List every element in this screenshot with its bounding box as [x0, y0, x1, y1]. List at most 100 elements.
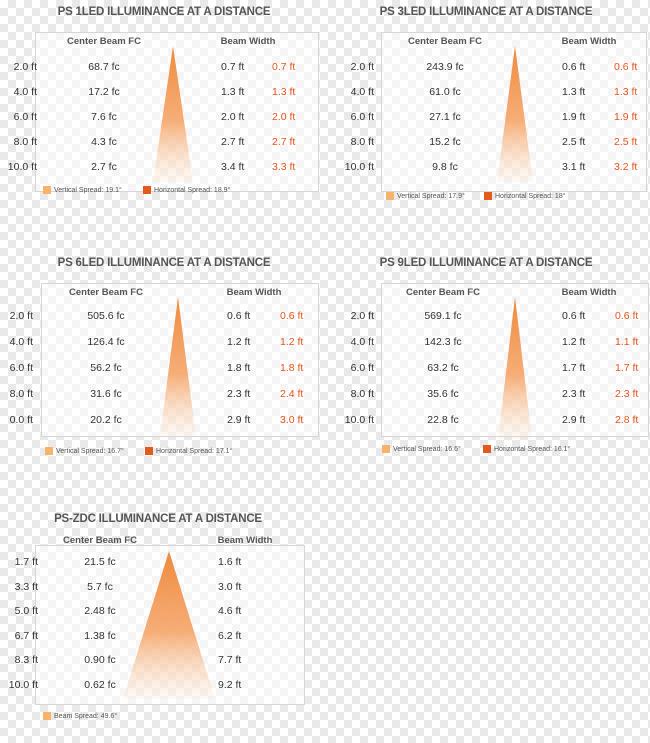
distance-label: 2.0 ft	[9, 310, 33, 322]
legend-swatch-vertical	[43, 712, 51, 720]
legend-swatch-horizontal	[484, 192, 492, 200]
distance-label: 6.0 ft	[350, 362, 374, 374]
beam-width-vertical-value: 1.8 ft	[227, 362, 251, 374]
beam-width-vertical-value: 3.4 ft	[221, 161, 245, 173]
beam-width-vertical-value: 0.7 ft	[221, 61, 245, 73]
chart-title: PS 3LED ILLUMINANCE AT A DISTANCE	[379, 6, 593, 18]
chart-panel-4: PS 9LED ILLUMINANCE AT A DISTANCE Center …	[325, 257, 649, 487]
distance-label: 8.0 ft	[9, 388, 33, 400]
distance-label: 6.0 ft	[9, 362, 33, 374]
distance-label: 8.3 ft	[14, 654, 38, 666]
legend-label-horizontal: Horizontal Spread: 17.1°	[156, 447, 233, 455]
beam-width-horizontal-value: 1.1 ft	[615, 336, 639, 348]
legend-horizontal: Horizontal Spread: 17.1°	[145, 447, 232, 455]
header-center-beam-fc: Center Beam FC	[406, 287, 480, 298]
center-beam-fc-value: 142.3 fc	[424, 336, 462, 348]
beam-cone	[497, 46, 533, 182]
beam-width-horizontal-value: 0.7 ft	[272, 61, 296, 73]
beam-cone-shape	[498, 297, 532, 439]
beam-width-vertical-value: 1.3 ft	[221, 86, 245, 98]
center-beam-fc-value: 9.8 fc	[432, 161, 458, 173]
beam-width-vertical-value: 2.9 ft	[227, 414, 251, 426]
beam-width-vertical-value: 7.7 ft	[218, 654, 242, 666]
center-beam-fc-value: 15.2 fc	[429, 136, 461, 148]
header-beam-width: Beam Width	[226, 287, 282, 298]
beam-cone	[153, 46, 193, 182]
distance-label: 4.0 ft	[9, 336, 33, 348]
chart-title: PS 1LED ILLUMINANCE AT A DISTANCE	[57, 6, 271, 18]
beam-width-vertical-value: 2.7 ft	[221, 136, 245, 148]
center-beam-fc-value: 2.7 fc	[91, 161, 117, 173]
beam-width-vertical-value: 0.6 ft	[562, 310, 586, 322]
beam-cone	[123, 551, 215, 699]
beam-width-vertical-value: 2.0 ft	[221, 111, 245, 123]
header-beam-width: Beam Width	[217, 535, 273, 546]
beam-width-vertical-value: 2.3 ft	[562, 388, 586, 400]
beam-cone-shape	[153, 46, 193, 182]
legend-vertical: Vertical Spread: 16.7°	[45, 447, 124, 455]
distance-label: 6.0 ft	[350, 111, 374, 123]
legend-label-vertical: Vertical Spread: 16.6°	[393, 445, 461, 453]
legend-swatch-horizontal	[145, 447, 153, 455]
beam-width-horizontal-value: 2.0 ft	[272, 111, 296, 123]
beam-width-horizontal-value: 1.2 ft	[280, 336, 304, 348]
center-beam-fc-value: 505.6 fc	[87, 310, 125, 322]
legend-label-vertical: Vertical Spread: 17.9°	[397, 192, 465, 200]
distance-label: 8.0 ft	[350, 388, 374, 400]
beam-width-vertical-value: 0.6 ft	[227, 310, 251, 322]
center-beam-fc-value: 21.5 fc	[84, 556, 116, 568]
center-beam-fc-value: 0.62 fc	[84, 678, 116, 691]
beam-width-vertical-value: 4.6 ft	[218, 605, 242, 617]
chart-title: PS 9LED ILLUMINANCE AT A DISTANCE	[379, 257, 593, 269]
beam-width-horizontal-value: 1.8 ft	[280, 362, 304, 374]
beam-width-vertical-value: 0.6 ft	[562, 61, 586, 73]
beam-cone	[498, 297, 532, 439]
beam-cone	[160, 297, 196, 437]
center-beam-fc-value: 31.6 fc	[90, 388, 122, 400]
beam-width-vertical-value: 2.3 ft	[227, 388, 251, 400]
beam-width-vertical-value: 1.2 ft	[562, 336, 586, 348]
beam-width-vertical-value: 2.9 ft	[562, 414, 586, 426]
beam-cone-shape	[160, 297, 196, 437]
beam-width-vertical-value: 1.7 ft	[562, 362, 586, 374]
center-beam-fc-value: 20.2 fc	[90, 414, 122, 426]
legend-swatch-horizontal	[483, 445, 491, 453]
beam-width-horizontal-value: 1.9 ft	[614, 111, 638, 123]
legend-swatch-vertical	[386, 192, 394, 200]
distance-label: 2.0 ft	[350, 310, 374, 322]
beam-width-vertical-value: 3.0 ft	[218, 580, 242, 593]
distance-label: 4.0 ft	[13, 86, 37, 98]
legend-swatch-horizontal	[143, 186, 151, 194]
distance-label: 3.3 ft	[14, 580, 38, 593]
beam-width-horizontal-value: 0.6 ft	[615, 310, 639, 322]
distance-label: 0.0 ft	[9, 414, 33, 426]
beam-width-horizontal-value: 1.7 ft	[615, 362, 639, 374]
center-beam-fc-value: 7.6 fc	[91, 111, 117, 123]
beam-width-vertical-value: 3.1 ft	[562, 161, 586, 173]
center-beam-fc-value: 22.8 fc	[427, 414, 459, 426]
chart-title: PS 6LED ILLUMINANCE AT A DISTANCE	[57, 257, 271, 269]
beam-width-horizontal-value: 2.3 ft	[615, 388, 639, 400]
header-beam-width: Beam Width	[561, 36, 617, 47]
center-beam-fc-value: 4.3 fc	[91, 136, 117, 148]
header-beam-width: Beam Width	[561, 287, 617, 298]
legend-swatch-vertical	[382, 445, 390, 453]
beam-width-horizontal-value: 3.0 ft	[280, 414, 304, 426]
beam-width-vertical-value: 1.9 ft	[562, 111, 586, 123]
legend-vertical: Vertical Spread: 19.1°	[43, 186, 122, 194]
distance-label: 8.0 ft	[13, 136, 37, 148]
beam-width-horizontal-value: 1.3 ft	[272, 86, 296, 98]
beam-width-horizontal-value: 2.8 ft	[615, 414, 639, 426]
distance-label: 10.0 ft	[8, 678, 38, 691]
beam-width-horizontal-value: 3.3 ft	[272, 161, 296, 173]
chart-title: PS-ZDC ILLUMINANCE AT A DISTANCE	[54, 513, 262, 525]
beam-width-horizontal-value: 1.3 ft	[614, 86, 638, 98]
legend-swatch-vertical	[45, 447, 53, 455]
legend-label-vertical: Beam Spread: 49.6°	[54, 712, 118, 720]
distance-label: 4.0 ft	[350, 86, 374, 98]
beam-width-horizontal-value: 0.6 ft	[280, 310, 304, 322]
center-beam-fc-value: 2.48 fc	[84, 605, 116, 617]
chart-panel-5: PS-ZDC ILLUMINANCE AT A DISTANCE Center B…	[3, 513, 325, 743]
beam-width-vertical-value: 2.5 ft	[562, 136, 586, 148]
beam-width-horizontal-value: 2.5 ft	[614, 136, 638, 148]
